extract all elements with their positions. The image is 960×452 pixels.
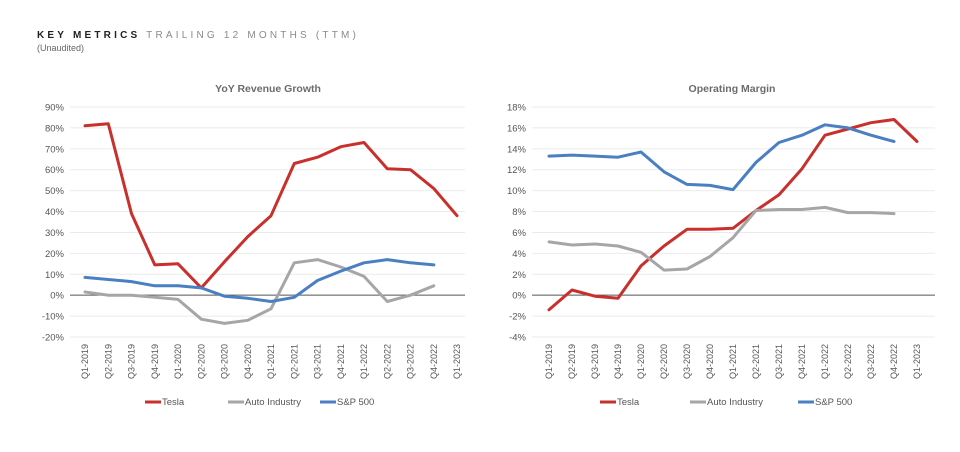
x-tick-label: Q3-2020 <box>220 344 230 379</box>
y-tick-label: -20% <box>42 333 65 344</box>
y-tick-label: 0% <box>50 291 64 302</box>
page-header: KEY METRICS TRAILING 12 MONTHS (TTM) (Un… <box>37 30 359 54</box>
x-tick-label: Q1-2020 <box>173 344 183 379</box>
x-tick-label: Q3-2022 <box>406 344 416 379</box>
y-tick-label: 80% <box>45 123 65 134</box>
y-tick-label: 2% <box>512 270 526 281</box>
legend-label: S&P 500 <box>815 397 852 408</box>
x-tick-label: Q1-2022 <box>820 344 830 379</box>
y-tick-label: 14% <box>507 144 527 155</box>
series-line-auto-industry <box>83 258 436 325</box>
y-tick-label: 0% <box>512 291 526 302</box>
x-tick-label: Q2-2019 <box>567 344 577 379</box>
y-tick-label: -2% <box>509 312 526 323</box>
x-tick-label: Q2-2022 <box>382 344 392 379</box>
x-tick-label: Q1-2022 <box>359 344 369 379</box>
x-tick-label: Q3-2019 <box>590 344 600 379</box>
legend-label: Tesla <box>162 397 185 408</box>
y-tick-label: 50% <box>45 186 65 197</box>
legend-label: S&P 500 <box>337 397 374 408</box>
x-tick-label: Q3-2021 <box>774 344 784 379</box>
y-tick-label: -4% <box>509 333 526 344</box>
revenue-growth-chart: YoY Revenue Growth -20% -10% 0% 10% 20% 30% 40%… <box>42 83 465 408</box>
x-tick-label: Q2-2021 <box>289 344 299 379</box>
y-tick-label: 6% <box>512 228 526 239</box>
series-line-tesla <box>547 118 919 312</box>
x-tick-label: Q2-2019 <box>103 344 113 379</box>
x-tick-label: Q3-2022 <box>866 344 876 379</box>
x-tick-label: Q4-2021 <box>336 344 346 379</box>
series-line-s-p-500 <box>547 123 896 192</box>
y-tick-label: 60% <box>45 165 65 176</box>
y-tick-label: 90% <box>45 103 65 114</box>
x-tick-label: Q4-2019 <box>150 344 160 379</box>
y-tick-label: 12% <box>507 165 527 176</box>
x-tick-label: Q1-2023 <box>452 344 462 379</box>
x-tick-label: Q2-2020 <box>196 344 206 379</box>
x-tick-label: Q4-2019 <box>613 344 623 379</box>
x-tick-label: Q1-2020 <box>636 344 646 379</box>
y-tick-label: 10% <box>45 270 65 281</box>
y-tick-label: 4% <box>512 249 526 260</box>
y-tick-label: -10% <box>42 312 65 323</box>
header-title-light: TRAILING 12 MONTHS (TTM) <box>146 30 360 41</box>
y-tick-label: 8% <box>512 207 526 218</box>
x-tick-label: Q1-2021 <box>728 344 738 379</box>
chart-title: Operating Margin <box>689 83 776 95</box>
y-tick-label: 20% <box>45 249 65 260</box>
chart-title: YoY Revenue Growth <box>215 83 321 95</box>
x-tick-label: Q4-2022 <box>889 344 899 379</box>
operating-margin-chart: Operating Margin -4% -2% 0% 2% 4% 6% 8% 10% 12% 14… <box>507 83 935 408</box>
header-title: KEY METRICS TRAILING 12 MONTHS (TTM) <box>37 30 359 42</box>
x-tick-label: Q2-2022 <box>843 344 853 379</box>
series-line-tesla <box>83 122 459 290</box>
x-tick-label: Q2-2020 <box>659 344 669 379</box>
x-tick-label: Q1-2023 <box>912 344 922 379</box>
x-tick-label: Q1-2021 <box>266 344 276 379</box>
x-tick-label: Q2-2021 <box>751 344 761 379</box>
y-tick-label: 10% <box>507 186 527 197</box>
x-tick-label: Q4-2022 <box>429 344 439 379</box>
x-tick-label: Q3-2020 <box>682 344 692 379</box>
x-tick-label: Q4-2020 <box>705 344 715 379</box>
y-tick-label: 30% <box>45 228 65 239</box>
x-tick-label: Q4-2020 <box>243 344 253 379</box>
x-tick-label: Q1-2019 <box>80 344 90 379</box>
y-tick-label: 18% <box>507 103 527 114</box>
header-subtitle: (Unaudited) <box>37 43 85 53</box>
legend-label: Auto Industry <box>707 397 763 408</box>
y-tick-label: 70% <box>45 144 65 155</box>
series-line-auto-industry <box>547 205 896 272</box>
x-tick-label: Q4-2021 <box>797 344 807 379</box>
y-tick-label: 40% <box>45 207 65 218</box>
x-tick-label: Q1-2019 <box>544 344 554 379</box>
x-tick-label: Q3-2019 <box>127 344 137 379</box>
y-tick-label: 16% <box>507 123 527 134</box>
header-title-bold: KEY METRICS <box>37 30 141 41</box>
legend-label: Auto Industry <box>245 397 301 408</box>
legend-label: Tesla <box>617 397 640 408</box>
series-line-s-p-500 <box>83 258 436 303</box>
x-tick-label: Q3-2021 <box>313 344 323 379</box>
